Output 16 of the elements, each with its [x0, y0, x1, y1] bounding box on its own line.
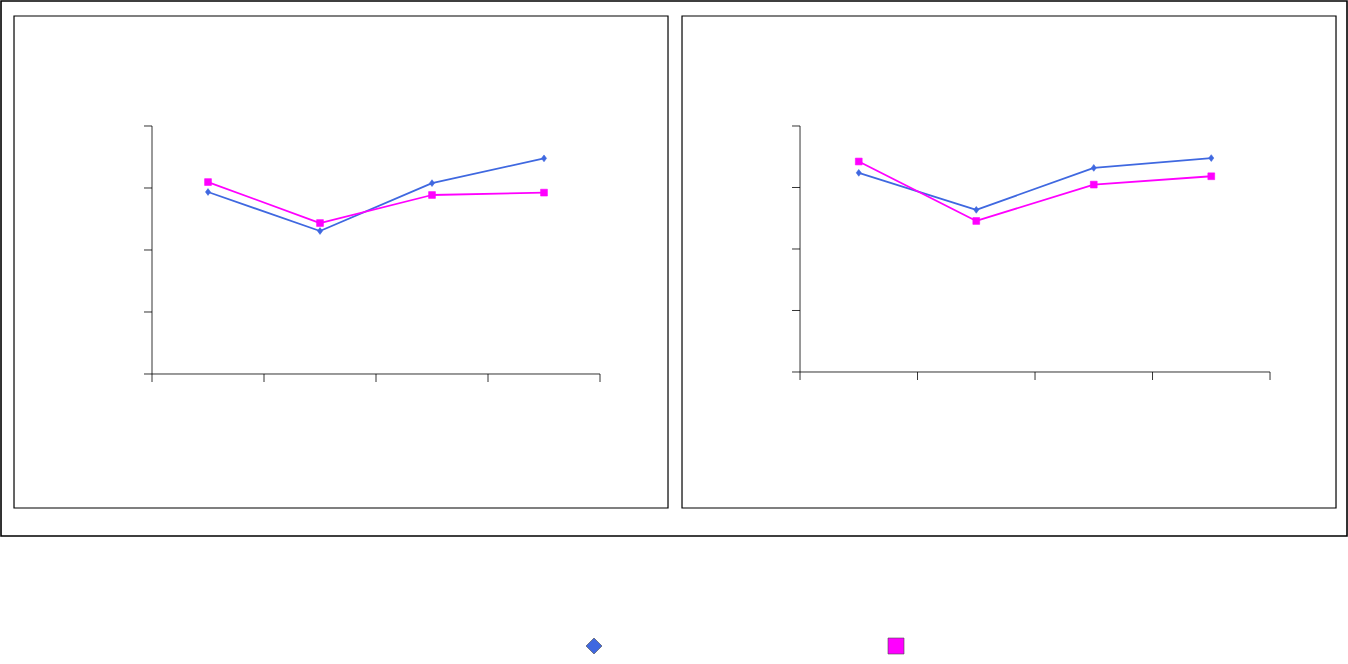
point — [1090, 180, 1098, 189]
point — [1090, 164, 1097, 172]
point — [540, 188, 548, 197]
point — [855, 169, 862, 177]
point — [205, 188, 211, 196]
point — [316, 219, 324, 227]
point — [1207, 172, 1215, 180]
point — [1208, 154, 1215, 162]
point — [541, 154, 547, 163]
point — [317, 227, 323, 235]
point — [972, 217, 980, 225]
point — [429, 179, 435, 187]
point — [204, 178, 212, 186]
point — [428, 191, 436, 199]
point — [973, 206, 980, 214]
point — [855, 157, 863, 166]
